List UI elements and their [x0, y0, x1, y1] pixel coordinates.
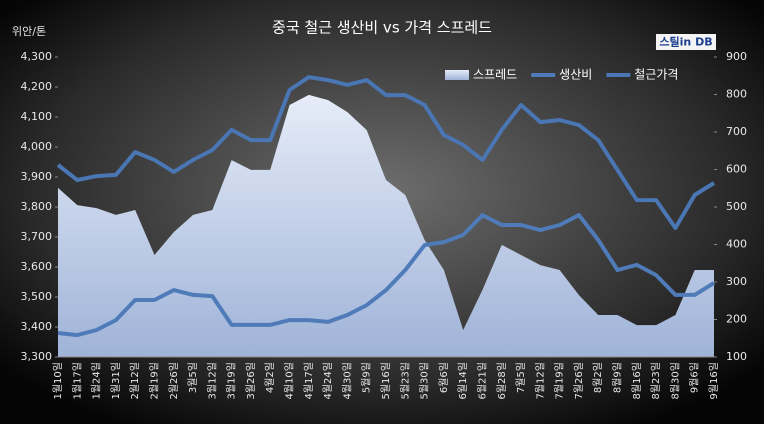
- x-tick-label: 2월12일: [129, 362, 141, 400]
- logo: 스틸in DB: [659, 36, 712, 49]
- x-tick-label: 3월5일: [187, 362, 199, 393]
- y-tick-label: 3,800: [21, 200, 53, 213]
- y2-tick-label: 900: [726, 50, 747, 63]
- legend-label: 철근가격: [634, 68, 678, 82]
- y2-tick-label: 100: [726, 350, 747, 363]
- x-tick-label: 5월9일: [361, 362, 373, 393]
- legend-label: 생산비: [559, 68, 592, 82]
- x-tick-label: 6월14일: [457, 362, 469, 400]
- chart-title: 중국 철근 생산비 vs 가격 스프레드: [272, 19, 492, 37]
- x-tick-label: 9월6일: [689, 362, 701, 393]
- legend-label: 스프레드: [473, 68, 517, 82]
- series-line: [57, 213, 716, 338]
- y2-tick-label: 600: [726, 163, 747, 176]
- x-tick-label: 4월2일: [264, 362, 276, 393]
- x-tick-label: 4월24일: [322, 362, 334, 400]
- x-tick-label: 6월6일: [438, 362, 450, 393]
- y-tick-label: 4,000: [21, 140, 53, 153]
- x-tick-label: 3월26일: [245, 362, 257, 400]
- x-tick-label: 5월23일: [399, 362, 411, 400]
- y-tick-label: 3,300: [21, 350, 53, 363]
- y-tick-label: 3,500: [21, 290, 53, 303]
- x-tick-label: 1월10일: [52, 362, 64, 400]
- logo-box: [656, 34, 716, 50]
- x-tick-label: 4월17일: [303, 362, 315, 400]
- series-line: [56, 75, 716, 230]
- y2-tick-label: 700: [726, 125, 747, 138]
- x-tick-label: 1월17일: [71, 362, 83, 400]
- y-tick-label: 3,400: [21, 320, 53, 333]
- y2-tick-label: 200: [726, 313, 747, 326]
- y2-tick-label: 400: [726, 238, 747, 251]
- x-tick-label: 8월23일: [650, 362, 662, 400]
- x-tick-label: 8월2일: [592, 362, 604, 393]
- x-tick-label: 5월30일: [419, 362, 431, 400]
- x-tick-label: 8월9일: [612, 362, 624, 393]
- x-tick-label: 9월16일: [708, 362, 720, 400]
- x-tick-label: 3월19일: [226, 362, 238, 400]
- y-tick-label: 3,900: [21, 170, 53, 183]
- x-tick-label: 7월26일: [573, 362, 585, 400]
- x-tick-label: 7월5일: [515, 362, 527, 393]
- x-tick-label: 8월30일: [669, 362, 681, 400]
- y-tick-label: 4,300: [21, 50, 53, 63]
- x-tick-label: 6월28일: [496, 362, 508, 400]
- y-tick-label: 3,600: [21, 260, 53, 273]
- x-tick-label: 1월31일: [110, 362, 122, 400]
- y-tick-label: 4,200: [21, 80, 53, 93]
- x-tick-label: 4월30일: [341, 362, 353, 400]
- x-tick-label: 4월10일: [284, 362, 296, 400]
- y-tick-label: 4,100: [21, 110, 53, 123]
- x-tick-label: 2월26일: [168, 362, 180, 400]
- y2-tick-label: 800: [726, 88, 747, 101]
- x-tick-label: 8월16일: [631, 362, 643, 400]
- y-tick-label: 3,700: [21, 230, 53, 243]
- x-tick-label: 3월12일: [206, 362, 218, 400]
- spread-area: [58, 94, 714, 357]
- y-axis-label: 위안/톤: [12, 25, 46, 38]
- x-tick-label: 7월12일: [534, 362, 546, 400]
- y2-tick-label: 500: [726, 200, 747, 213]
- x-tick-label: 7월19일: [554, 362, 566, 400]
- legend-swatch: [445, 70, 469, 80]
- x-tick-label: 6월21일: [476, 362, 488, 400]
- x-tick-label: 2월19일: [148, 362, 160, 400]
- x-tick-label: 5월16일: [380, 362, 392, 400]
- y2-tick-label: 300: [726, 275, 747, 288]
- x-tick-label: 1월24일: [91, 362, 103, 400]
